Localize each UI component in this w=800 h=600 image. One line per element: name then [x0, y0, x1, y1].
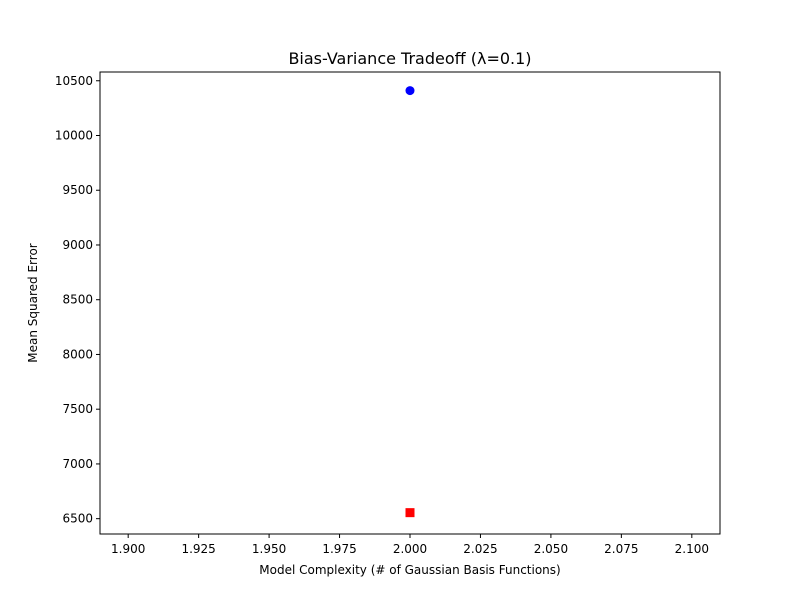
x-tick-label: 2.075 — [604, 542, 638, 556]
data-points — [405, 86, 415, 518]
x-tick-label: 1.900 — [111, 542, 145, 556]
y-axis-ticks: 6500 7000 7500 8000 8500 9000 9500 10000 10500 — [55, 74, 100, 526]
y-axis-label: Mean Squared Error — [26, 243, 40, 363]
x-tick-label: 2.050 — [534, 542, 568, 556]
y-tick-label: 7000 — [62, 457, 93, 471]
y-tick-label: 9500 — [62, 183, 93, 197]
y-tick-label: 8000 — [62, 347, 93, 361]
x-tick-label: 2.025 — [463, 542, 497, 556]
y-tick-label: 7500 — [62, 402, 93, 416]
x-tick-label: 2.100 — [675, 542, 709, 556]
x-tick-label: 1.975 — [322, 542, 356, 556]
plot-area-frame — [99, 71, 721, 535]
y-tick-label: 9000 — [62, 238, 93, 252]
y-tick-label: 6500 — [62, 512, 93, 526]
y-tick-label: 8500 — [62, 293, 93, 307]
x-tick-label: 2.000 — [393, 542, 427, 556]
data-point-square — [405, 508, 415, 518]
x-tick-label: 1.950 — [252, 542, 286, 556]
y-tick-label: 10000 — [55, 128, 93, 142]
x-axis-label: Model Complexity (# of Gaussian Basis Fu… — [259, 563, 560, 577]
y-tick-label: 10500 — [55, 74, 93, 88]
x-tick-label: 1.925 — [181, 542, 215, 556]
chart-title: Bias-Variance Tradeoff (λ=0.1) — [288, 49, 531, 68]
data-point-circle — [405, 86, 415, 96]
x-axis-ticks: 1.900 1.925 1.950 1.975 2.000 2.025 2.050 2.075… — [111, 534, 709, 556]
